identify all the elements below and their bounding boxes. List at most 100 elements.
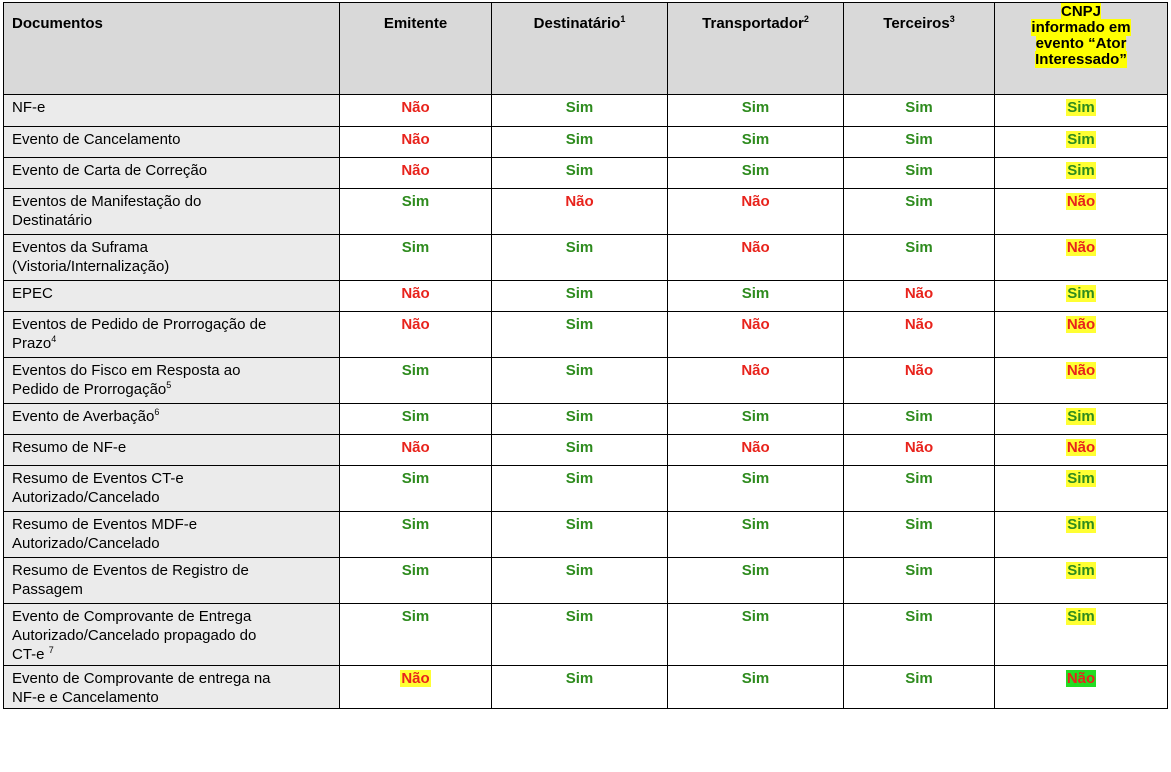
value-cell-transportador: Sim	[667, 465, 844, 512]
value-sim: Sim	[905, 470, 933, 487]
document-name-line: Resumo de Eventos MDF-e	[12, 516, 198, 533]
value-cell-terceiros: Não	[843, 280, 995, 312]
value-sim: Sim	[565, 162, 594, 179]
document-name-line: Resumo de Eventos CT-e	[12, 470, 184, 487]
value-sim: Sim	[1066, 162, 1096, 179]
value-sim: Sim	[565, 316, 594, 333]
value-nao: Não	[565, 193, 594, 210]
value-nao: Não	[904, 316, 934, 333]
value-cell-destinatario: Sim	[491, 465, 668, 512]
header-destinatario: Destinatário1	[491, 2, 668, 95]
value-cell-cnpj: Sim	[994, 557, 1168, 604]
value-sim: Sim	[401, 362, 430, 379]
value-nao: Não	[1065, 439, 1097, 456]
value-cell-emitente: Sim	[339, 465, 492, 512]
value-cell-emitente: Sim	[339, 557, 492, 604]
value-cell-transportador: Não	[667, 188, 844, 235]
value-nao: Não	[401, 162, 430, 179]
value-sim: Sim	[565, 516, 594, 533]
document-name-line: (Vistoria/Internalização)	[12, 258, 170, 275]
value-cell-cnpj: Não	[994, 188, 1168, 235]
value-sim: Sim	[1066, 99, 1096, 116]
value-cell-terceiros: Sim	[843, 126, 995, 158]
header-terceiros: Terceiros3	[843, 2, 995, 95]
value-cell-destinatario: Não	[491, 188, 668, 235]
document-name-line: Pedido de Prorrogação	[12, 381, 167, 398]
value-cell-terceiros: Sim	[843, 557, 995, 604]
value-sim: Sim	[565, 362, 594, 379]
footnote-marker: 4	[51, 334, 57, 344]
table-row: Evento de Comprovante de Entrega Autoriza…	[3, 603, 1168, 666]
table-row: Resumo de Eventos CT-e Autorizado/Cancela…	[3, 465, 1168, 512]
value-sim: Sim	[565, 562, 594, 579]
document-name-line: Eventos de Pedido de Prorrogação de	[12, 316, 267, 333]
value-cell-cnpj: Sim	[994, 280, 1168, 312]
document-name-cell: Resumo de Eventos CT-e Autorizado/Cancela…	[3, 465, 340, 512]
value-sim: Sim	[401, 470, 430, 487]
document-name-line: Destinatário	[12, 212, 93, 229]
footnote-marker: 7	[48, 645, 54, 655]
value-sim: Sim	[1066, 562, 1096, 579]
document-name-line: Eventos de Manifestação do	[12, 193, 202, 210]
value-cell-transportador: Sim	[667, 511, 844, 558]
document-name-cell: Resumo de NF-e	[3, 434, 340, 466]
table-row: Evento de Carta de Correção Não Sim Sim Sim S…	[3, 157, 1168, 189]
header-cnpj-line2: informado em	[1031, 19, 1131, 36]
header-terceiros-footnote: 3	[949, 14, 955, 24]
table-row: EPEC Não Sim Sim Não Sim	[3, 280, 1168, 312]
table-row: NF-e Não Sim Sim Sim Sim	[3, 94, 1168, 127]
value-cell-cnpj: Não	[994, 311, 1168, 358]
value-nao: Não	[904, 362, 934, 379]
document-name-line: NF-e	[12, 99, 46, 116]
table-row: Evento de Comprovante de entrega na NF-e …	[3, 665, 1168, 709]
value-cell-transportador: Sim	[667, 94, 844, 127]
value-cell-destinatario: Sim	[491, 603, 668, 666]
value-sim: Sim	[741, 131, 770, 148]
value-cell-emitente: Sim	[339, 188, 492, 235]
header-terceiros-label: Terceiros	[883, 15, 950, 32]
table-header-row: Documentos Emitente Destinatário1 Transp…	[3, 2, 1168, 95]
value-cell-transportador: Não	[667, 434, 844, 466]
table-row: Resumo de NF-e Não Sim Não Não Não	[3, 434, 1168, 466]
value-cell-emitente: Não	[339, 665, 492, 709]
document-name-line: Resumo de Eventos de Registro de	[12, 562, 249, 579]
document-name-line: NF-e e Cancelamento	[12, 689, 159, 706]
table-row: Eventos da Suframa (Vistoria/Internalizaç…	[3, 234, 1168, 281]
value-cell-destinatario: Sim	[491, 234, 668, 281]
value-nao: Não	[904, 439, 934, 456]
value-cell-transportador: Sim	[667, 126, 844, 158]
document-name-line: Autorizado/Cancelado	[12, 535, 160, 552]
value-cell-terceiros: Sim	[843, 665, 995, 709]
value-cell-cnpj: Sim	[994, 126, 1168, 158]
value-cell-cnpj: Sim	[994, 94, 1168, 127]
value-nao: Não	[401, 99, 430, 116]
value-sim: Sim	[905, 99, 933, 116]
value-nao: Não	[741, 362, 770, 379]
value-cell-destinatario: Sim	[491, 157, 668, 189]
value-cell-emitente: Sim	[339, 403, 492, 435]
value-cell-terceiros: Não	[843, 357, 995, 404]
value-nao: Não	[400, 670, 431, 687]
value-sim: Sim	[905, 562, 933, 579]
value-sim: Sim	[565, 439, 594, 456]
value-sim: Sim	[565, 239, 594, 256]
header-emitente: Emitente	[339, 2, 492, 95]
value-cell-terceiros: Sim	[843, 188, 995, 235]
value-sim: Sim	[401, 516, 430, 533]
value-nao: Não	[741, 316, 770, 333]
value-cell-destinatario: Sim	[491, 94, 668, 127]
document-name-cell: NF-e	[3, 94, 340, 127]
document-name-cell: Evento de Cancelamento	[3, 126, 340, 158]
header-transportador-footnote: 2	[803, 14, 809, 24]
value-cell-cnpj: Não	[994, 665, 1168, 709]
value-sim: Sim	[741, 99, 770, 116]
value-cell-transportador: Sim	[667, 157, 844, 189]
table-row: Evento de Averbação6 Sim Sim Sim Sim Sim	[3, 403, 1168, 435]
table-row: Eventos do Fisco em Resposta ao Pedido de…	[3, 357, 1168, 404]
header-transportador-label: Transportador	[702, 15, 804, 32]
value-cell-terceiros: Não	[843, 311, 995, 358]
value-sim: Sim	[565, 408, 594, 425]
header-cnpj-line4: Interessado”	[1035, 51, 1127, 68]
value-sim: Sim	[905, 670, 933, 687]
value-cell-destinatario: Sim	[491, 403, 668, 435]
